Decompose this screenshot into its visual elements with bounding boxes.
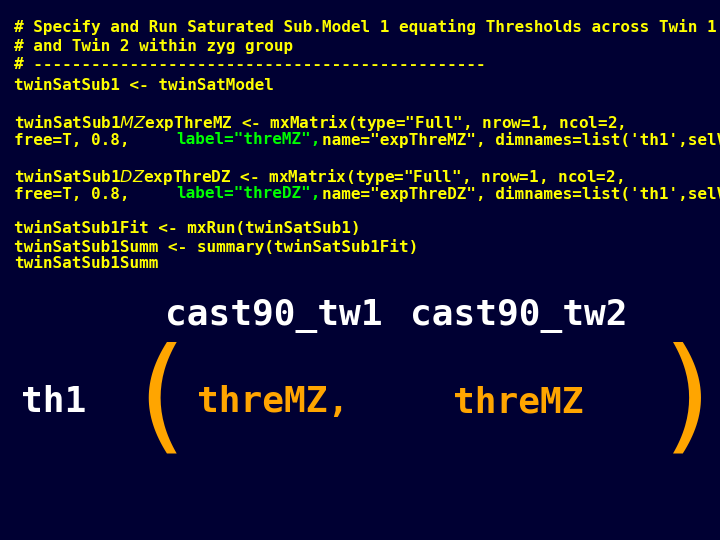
Text: twinSatSub1 <- twinSatModel: twinSatSub1 <- twinSatModel — [14, 78, 274, 93]
Text: # and Twin 2 within zyg group: # and Twin 2 within zyg group — [14, 38, 294, 54]
Text: twinSatSub1$DZ$expThreDZ <- mxMatrix(type="Full", nrow=1, ncol=2,: twinSatSub1$DZ$expThreDZ <- mxMatrix(typ… — [14, 167, 624, 187]
Text: ): ) — [663, 342, 712, 463]
Text: twinSatSub1$MZ$expThreMZ <- mxMatrix(type="Full", nrow=1, ncol=2,: twinSatSub1$MZ$expThreMZ <- mxMatrix(typ… — [14, 113, 625, 133]
Text: twinSatSub1Summ <- summary(twinSatSub1Fit): twinSatSub1Summ <- summary(twinSatSub1Fi… — [14, 239, 418, 255]
Text: free=T, 0.8,                    name="expThreMZ", dimnames=list('th1',selVars)): free=T, 0.8, name="expThreMZ", dimnames=… — [14, 132, 720, 149]
Text: cast90_tw2: cast90_tw2 — [410, 299, 627, 333]
Text: label="threMZ",: label="threMZ", — [176, 132, 321, 147]
Text: label="threDZ",: label="threDZ", — [176, 186, 321, 201]
Text: # -----------------------------------------------: # --------------------------------------… — [14, 57, 486, 72]
Text: threMZ: threMZ — [453, 386, 584, 419]
Text: twinSatSub1Fit <- mxRun(twinSatSub1): twinSatSub1Fit <- mxRun(twinSatSub1) — [14, 221, 361, 237]
Text: (: ( — [138, 342, 186, 463]
Text: free=T, 0.8,                    name="expThreDZ", dimnames=list('th1',selVars)): free=T, 0.8, name="expThreDZ", dimnames=… — [14, 186, 720, 202]
Text: threMZ,: threMZ, — [197, 386, 350, 419]
Text: # Specify and Run Saturated Sub.Model 1 equating Thresholds across Twin 1: # Specify and Run Saturated Sub.Model 1 … — [14, 19, 717, 35]
Text: cast90_tw1: cast90_tw1 — [165, 299, 382, 333]
Text: twinSatSub1Summ: twinSatSub1Summ — [14, 256, 159, 271]
Text: th1: th1 — [22, 386, 86, 419]
